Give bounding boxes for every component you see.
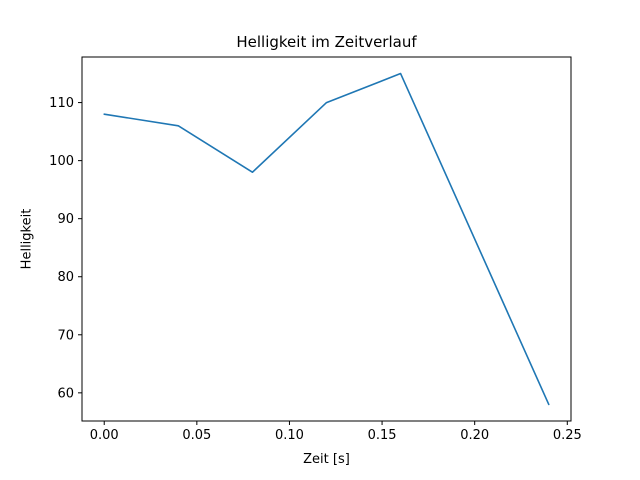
y-tick-label: 90	[57, 212, 74, 227]
y-tick-label: 100	[49, 154, 74, 169]
y-axis-label: Helligkeit	[19, 208, 35, 270]
data-line	[103, 72, 550, 406]
y-tick-label: 80	[57, 270, 74, 285]
y-tick-label: 110	[49, 96, 74, 111]
x-tick-label: 0.00	[90, 428, 119, 443]
chart-title: Helligkeit im Zeitverlauf	[236, 33, 417, 51]
x-axis-label: Zeit [s]	[303, 452, 350, 467]
x-tick-label: 0.25	[553, 428, 582, 443]
y-tick-label: 70	[57, 328, 74, 343]
x-tick-label: 0.15	[368, 428, 397, 443]
x-tick-label: 0.20	[460, 428, 489, 443]
y-tick-label: 60	[57, 386, 74, 401]
x-tick-label: 0.05	[182, 428, 211, 443]
axes-frame	[81, 56, 572, 422]
x-tick-label: 0.10	[275, 428, 304, 443]
